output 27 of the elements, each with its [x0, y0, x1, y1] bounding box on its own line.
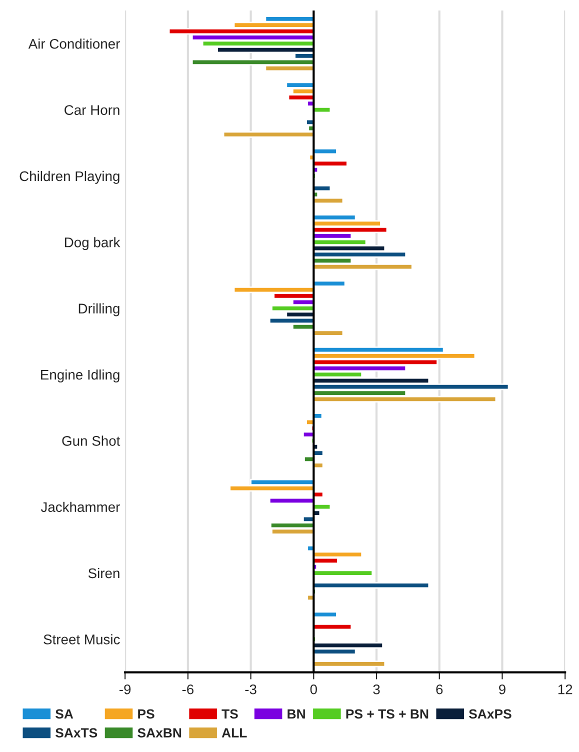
y-tick-label: Children Playing: [20, 170, 120, 184]
legend-label: PS + TS + BN: [346, 709, 428, 719]
x-tick-label: 0: [310, 684, 317, 694]
y-tick-label: Car Horn: [64, 105, 120, 115]
x-tick-label: 3: [373, 684, 380, 694]
x-tick-label: 12: [558, 684, 572, 694]
y-tick-label: Siren: [88, 568, 120, 578]
legend-label: SAxPS: [468, 709, 512, 719]
legend-label: BN: [288, 709, 305, 718]
legend-label: ALL: [222, 728, 247, 738]
legend-label: SAxTS: [56, 728, 98, 738]
y-tick-label: Engine Idling: [41, 369, 120, 382]
y-tick-label: Dog bark: [64, 237, 120, 250]
y-tick-label: Drilling: [78, 303, 120, 316]
x-tick-label: -3: [245, 684, 256, 694]
y-tick-label: Jackhammer: [40, 502, 120, 512]
x-tick-label: -9: [120, 684, 131, 694]
x-tick-label: 6: [436, 684, 443, 694]
x-tick-label: 9: [499, 684, 506, 694]
legend-label: PS: [138, 709, 154, 719]
x-tick-label: -6: [182, 684, 194, 694]
legend-label: SAxBN: [138, 728, 182, 738]
y-tick-label: Street Music: [44, 634, 120, 644]
y-tick-label: Air Conditioner: [28, 38, 120, 49]
legend-label: TS: [222, 709, 238, 719]
y-tick-label: Gun Shot: [62, 436, 120, 446]
legend-label: SA: [56, 709, 74, 719]
